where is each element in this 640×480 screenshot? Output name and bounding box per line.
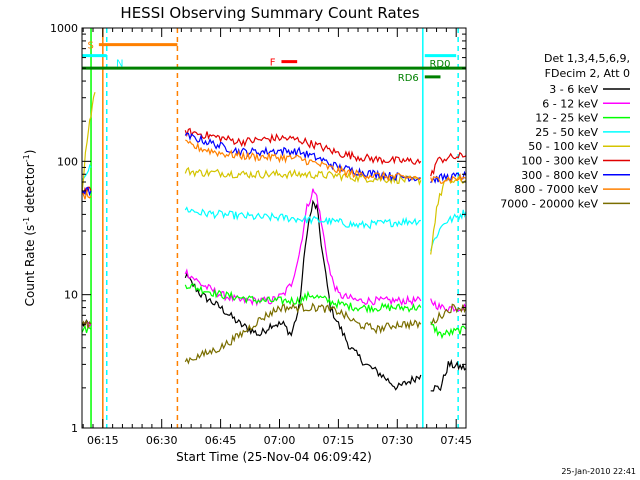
- series-line: [184, 206, 421, 230]
- x-tick-label: 07:00: [264, 434, 296, 447]
- footer-timestamp: 25-Jan-2010 22:41: [561, 467, 636, 476]
- flag-label: S: [88, 41, 94, 52]
- x-axis-label: Start Time (25-Nov-04 06:09:42): [176, 450, 372, 464]
- series-12-25-kev: [82, 283, 466, 340]
- series-line: [184, 283, 422, 314]
- series-line: [184, 302, 422, 365]
- series-line: [430, 303, 466, 325]
- x-tick-label: 06:45: [205, 434, 237, 447]
- series-line: [82, 189, 92, 200]
- legend-entry-label: 50 - 100 keV: [528, 140, 598, 153]
- series-line: [82, 324, 92, 334]
- x-tick-label: 07:15: [323, 434, 355, 447]
- legend-entry-label: 7000 - 20000 keV: [500, 197, 598, 210]
- legend-entry-label: 3 - 6 keV: [549, 83, 598, 96]
- x-tick-label: 06:30: [146, 434, 178, 447]
- x-tick-label: 06:15: [87, 434, 119, 447]
- plot-frame: [81, 27, 467, 429]
- series-line: [184, 132, 421, 183]
- y-tick-label: 10: [64, 289, 78, 302]
- series-line: [184, 127, 422, 165]
- legend-header: FDecim 2, Att 0: [545, 67, 630, 80]
- flag-label: RD6: [398, 73, 419, 84]
- series-line: [184, 199, 422, 391]
- series-6-12-kev: [82, 188, 466, 328]
- series-line: [430, 209, 466, 252]
- y-axis-label: Count Rate (s-1 detector-1): [22, 150, 37, 307]
- series-800-7000-kev: [82, 139, 466, 200]
- y-tick-label: 100: [57, 155, 78, 168]
- y-tick-label: 1: [71, 422, 78, 435]
- series-line: [430, 151, 466, 177]
- x-tick-label: 07:45: [440, 434, 472, 447]
- chart-title: HESSI Observing Summary Count Rates: [120, 4, 419, 22]
- legend-entry-label: 6 - 12 keV: [542, 97, 598, 110]
- series-100-300-kev: [82, 127, 466, 197]
- flag-label: F: [270, 58, 276, 69]
- series-7000-20000-kev: [82, 302, 466, 365]
- series-line: [184, 166, 422, 186]
- y-tick-label: 1000: [50, 22, 78, 35]
- flag-label: N: [116, 59, 123, 70]
- x-tick-label: 07:30: [381, 434, 413, 447]
- series-line: [82, 92, 96, 193]
- legend-entry-label: 25 - 50 keV: [535, 126, 598, 139]
- legend-header: Det 1,3,4,5,6,9,: [544, 52, 630, 65]
- series-line: [430, 358, 466, 392]
- series-line: [185, 139, 422, 182]
- legend-entry-label: 300 - 800 keV: [521, 169, 598, 182]
- series-line: [82, 320, 92, 329]
- legend-entry-label: 800 - 7000 keV: [514, 183, 598, 196]
- series-3-6-kev: [82, 199, 466, 392]
- flag-label: RD0: [429, 59, 450, 70]
- series-line: [184, 188, 422, 307]
- series-50-100-kev: [82, 92, 466, 255]
- legend-entry-label: 100 - 300 keV: [521, 155, 598, 168]
- series-300-800-kev: [82, 132, 466, 197]
- series-line: [430, 321, 466, 340]
- series-line: [430, 173, 466, 184]
- legend-entry-label: 12 - 25 keV: [535, 112, 598, 125]
